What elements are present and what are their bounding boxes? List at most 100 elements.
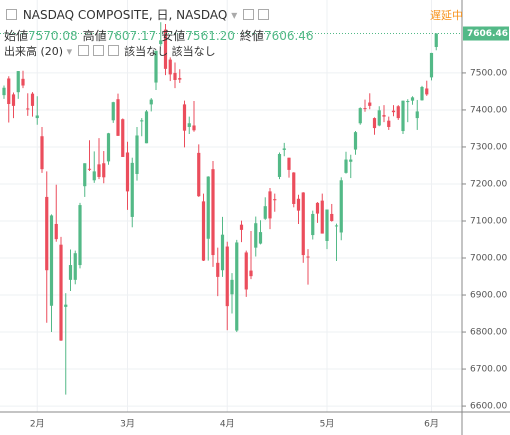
y-tick-label: 7300.00 <box>470 142 507 152</box>
candle-body <box>135 135 139 174</box>
candle-body <box>268 191 272 219</box>
candle-body <box>163 29 168 69</box>
candle-body <box>192 125 196 131</box>
candle-body <box>410 97 415 101</box>
candle-body <box>201 201 206 261</box>
candle-body <box>54 223 58 240</box>
candle-body <box>73 253 77 280</box>
candle-body <box>330 213 334 221</box>
hide-icon[interactable] <box>258 9 270 20</box>
candle-body <box>149 99 153 105</box>
candle-body <box>239 224 244 230</box>
candle-body <box>420 86 424 101</box>
collapse-icon[interactable] <box>6 9 17 20</box>
candle-body <box>368 102 372 106</box>
candle-body <box>83 163 87 187</box>
candle-body <box>59 244 63 341</box>
candle-body <box>391 110 396 113</box>
candle-body <box>125 152 130 192</box>
candle-body <box>78 205 82 266</box>
candle-body <box>102 163 106 178</box>
candle-body <box>311 213 315 236</box>
y-tick-label: 7000.00 <box>470 254 507 264</box>
x-tick-label: 4月 <box>220 419 235 430</box>
y-tick-label: 7400.00 <box>470 105 507 115</box>
candle-body <box>401 100 405 132</box>
y-tick-label: 6600.00 <box>470 402 507 412</box>
candle-body <box>349 159 353 162</box>
candle-body <box>87 168 92 170</box>
candle-body <box>154 50 158 83</box>
candle-body <box>206 176 210 239</box>
candle-body <box>372 118 377 129</box>
candle-body <box>220 234 225 271</box>
candle-body <box>40 136 44 170</box>
candle-body <box>296 198 301 211</box>
candle-body <box>377 110 381 126</box>
candle-body <box>211 169 215 256</box>
settings-icon[interactable] <box>243 9 255 20</box>
candle-body <box>144 111 149 144</box>
candle-body <box>306 256 310 258</box>
candle-body <box>282 148 286 150</box>
candle-body <box>64 304 68 307</box>
settings-icon[interactable] <box>77 45 89 56</box>
candle-body <box>26 108 30 110</box>
x-tick-label: 6月 <box>424 419 439 430</box>
candle-body <box>406 101 410 103</box>
candle-body <box>97 164 101 177</box>
y-tick-label: 7200.00 <box>470 179 507 189</box>
candle-body <box>216 262 220 277</box>
remove-icon[interactable] <box>107 45 119 56</box>
y-tick-label: 6800.00 <box>470 328 507 338</box>
candle-body <box>230 279 234 295</box>
candle-body <box>30 93 35 106</box>
y-tick-label: 6900.00 <box>470 291 507 301</box>
candle-body <box>415 111 419 119</box>
candle-body <box>339 180 343 233</box>
ohlc-label: 高値 <box>82 29 107 43</box>
candle-body <box>258 232 263 244</box>
candle-body <box>168 59 172 75</box>
candle-body <box>106 133 111 162</box>
ohlc-value: 7606.46 <box>263 29 314 43</box>
candle-body <box>178 78 182 80</box>
candle-body <box>2 87 6 96</box>
hide-icon[interactable] <box>92 45 104 56</box>
candle-body <box>396 106 400 119</box>
chart-title: NASDAQ COMPOSITE, 日, NASDAQ <box>22 8 228 22</box>
price-axis-bg <box>462 0 510 435</box>
candle-body <box>353 132 358 150</box>
ohlc-label: 始値 <box>4 29 29 43</box>
ohlc-label: 安値 <box>161 29 186 43</box>
candle-body <box>197 152 201 197</box>
last-price-label: 7606.46 <box>467 29 508 39</box>
ohlc-value: 7561.20 <box>185 29 235 43</box>
candle-body <box>344 159 348 173</box>
candle-body <box>121 119 125 157</box>
candle-body <box>68 265 73 280</box>
candle-body <box>249 270 253 277</box>
candle-body <box>325 209 329 241</box>
volume-row: 出来高 (20) ▾ 該当なし 該当なし <box>4 45 216 58</box>
candle-body <box>225 246 229 307</box>
candle-body <box>434 33 438 47</box>
volume-label: 出来高 (20) <box>4 45 64 58</box>
candle-body <box>35 115 39 119</box>
candle-body <box>244 252 248 290</box>
candle-body <box>334 225 339 227</box>
last-price-box <box>463 26 509 41</box>
candle-body <box>235 242 239 331</box>
candle-body <box>116 99 120 136</box>
ohlc-label: 終値 <box>239 29 264 43</box>
y-tick-label: 6700.00 <box>470 365 507 375</box>
y-tick-label: 7100.00 <box>470 216 507 226</box>
candle-body <box>287 157 291 170</box>
candle-body <box>315 202 320 214</box>
candle-body <box>429 52 434 78</box>
ohlc-value: 7607.17 <box>106 29 157 43</box>
candle-body <box>254 223 258 248</box>
candle-body <box>11 94 16 106</box>
candle-body <box>320 200 324 234</box>
